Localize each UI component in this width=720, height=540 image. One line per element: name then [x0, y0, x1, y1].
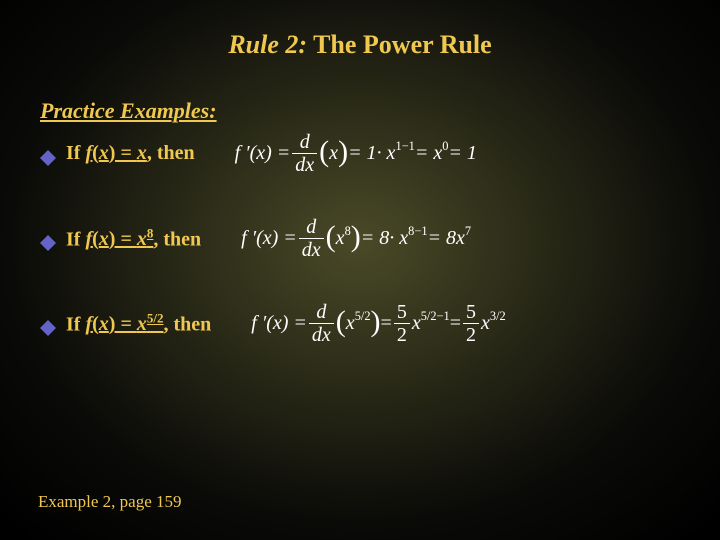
- title-rule: Rule 2:: [228, 30, 307, 59]
- example-2-lhs: If f(x) = x8, then: [66, 226, 201, 252]
- coef-fraction: 52: [394, 302, 410, 345]
- result-fraction: 52: [463, 302, 479, 345]
- practice-examples-heading: Practice Examples:: [40, 98, 720, 124]
- ddx-fraction: ddx: [309, 302, 334, 345]
- footer-reference: Example 2, page 159: [38, 492, 182, 512]
- bullet-icon: [40, 235, 56, 243]
- slide-title: Rule 2: The Power Rule: [0, 0, 720, 60]
- example-1-lhs: If f(x) = x, then: [66, 142, 195, 165]
- example-1-formula: f ′(x) = ddx (x) = 1· x1−1 = x0 = 1: [235, 132, 477, 175]
- title-rest: The Power Rule: [307, 30, 492, 59]
- bullet-icon: [40, 150, 56, 158]
- ddx-fraction: ddx: [292, 132, 317, 175]
- ddx-fraction: ddx: [299, 217, 324, 260]
- bullet-icon: [40, 320, 56, 328]
- example-row-1: If f(x) = x, then f ′(x) = ddx (x) = 1· …: [40, 132, 720, 175]
- example-row-2: If f(x) = x8, then f ′(x) = ddx (x8) = 8…: [40, 217, 720, 260]
- example-3-lhs: If f(x) = x5/2, then: [66, 311, 211, 337]
- example-2-formula: f ′(x) = ddx (x8) = 8· x8−1 = 8x7: [241, 217, 471, 260]
- example-row-3: If f(x) = x5/2, then f ′(x) = ddx (x5/2)…: [40, 302, 720, 345]
- example-3-formula: f ′(x) = ddx (x5/2) = 52 x5/2−1 = 52 x3/…: [251, 302, 505, 345]
